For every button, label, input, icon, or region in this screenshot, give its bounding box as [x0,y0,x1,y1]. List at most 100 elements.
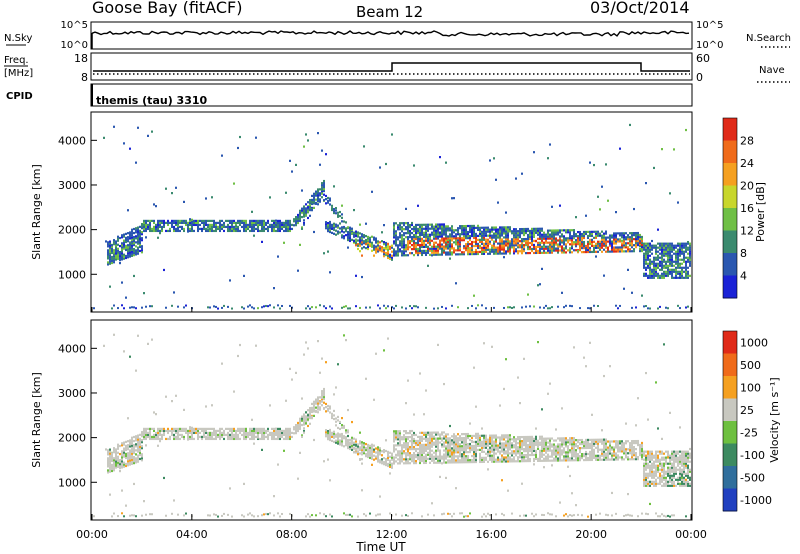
echo-cell [267,433,269,437]
echo-cell [559,231,561,234]
echo-cell [109,252,111,255]
echo-cell [281,435,283,439]
echo-cell [439,227,441,230]
echo-cell [487,240,489,243]
echo-cell [299,451,301,454]
echo-cell [533,305,535,308]
echo-cell [433,253,435,256]
echo-cell [255,344,257,347]
echo-cell [181,219,183,223]
echo-cell [365,442,367,446]
echo-cell [553,241,555,244]
echo-cell [151,338,153,341]
echo-cell [449,241,451,244]
power-colorbar-tick: 4 [740,270,747,283]
echo-cell [555,449,557,452]
echo-cell [493,236,495,239]
echo-cell [405,226,407,229]
echo-cell [287,221,289,225]
echo-cell [389,463,391,466]
echo-cell [137,232,139,235]
echo-cell [513,242,515,245]
echo-cell [549,439,551,442]
echo-cell [249,429,251,433]
echo-cell [241,306,243,309]
echo-cell [497,436,499,439]
echo-cell [567,249,569,252]
echo-cell [467,459,469,462]
echo-cell [171,219,173,223]
echo-cell [491,450,493,453]
echo-cell [295,426,297,429]
echo-cell [549,245,551,248]
echo-cell [475,248,477,252]
echo-cell [431,231,433,234]
echo-cell [413,431,415,435]
echo-cell [633,234,635,237]
echo-cell [423,459,425,463]
echo-cell [519,514,521,517]
echo-cell [649,260,651,263]
echo-cell [513,228,515,231]
echo-cell [499,404,501,407]
echo-cell [257,225,259,229]
echo-cell [333,440,335,443]
echo-cell [491,436,493,439]
echo-cell [325,194,327,198]
echo-cell [517,456,519,459]
echo-cell [447,443,449,446]
echo-cell [403,246,405,249]
echo-cell [435,441,437,444]
echo-cell [613,240,615,243]
echo-cell [223,304,225,307]
echo-cell [487,512,489,515]
echo-cell [377,513,379,516]
echo-cell [335,386,337,389]
echo-cell [675,272,677,275]
echo-cell [537,445,539,448]
echo-cell [441,247,443,250]
echo-cell [339,210,341,214]
echo-cell [221,427,223,431]
echo-cell [537,457,539,460]
echo-cell [197,437,199,441]
echo-cell [133,254,135,257]
echo-cell [455,243,457,246]
echo-cell [487,448,489,451]
echo-cell [461,445,463,448]
echo-cell [459,235,461,238]
echo-cell [111,515,113,518]
echo-cell [333,434,335,437]
echo-cell [599,244,601,247]
echo-cell [135,449,137,452]
echo-cell [147,223,149,227]
echo-cell [629,248,631,251]
echo-cell [551,231,553,234]
echo-cell [213,221,215,225]
echo-cell [405,460,407,463]
echo-cell [205,405,207,408]
echo-cell [445,231,447,234]
echo-cell [153,437,155,441]
echo-cell [287,227,289,231]
echo-cell [383,253,385,256]
echo-cell [149,305,151,308]
echo-cell [325,227,327,230]
echo-cell [449,445,451,448]
echo-cell [169,229,171,233]
echo-cell [591,244,593,248]
echo-cell [479,226,481,229]
echo-cell [423,227,425,230]
echo-cell [455,459,457,462]
echo-cell [273,437,275,441]
echo-cell [491,454,493,457]
echo-cell [505,452,507,455]
echo-cell [465,455,467,458]
echo-cell [457,439,459,442]
echo-cell [243,229,245,233]
echo-cell [137,250,139,253]
echo-cell [425,225,427,228]
echo-cell [129,237,131,240]
echo-cell [317,407,319,411]
echo-cell [495,438,497,441]
